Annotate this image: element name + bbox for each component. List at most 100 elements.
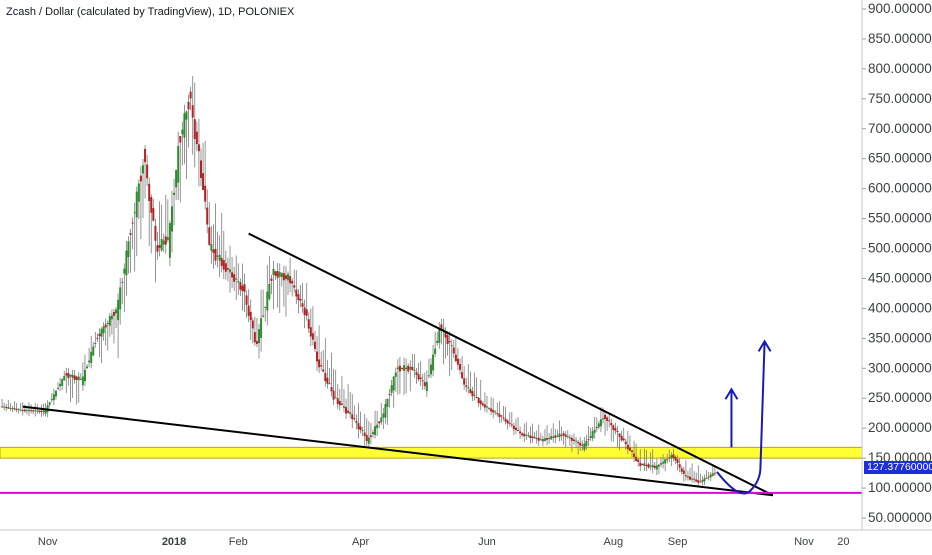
candle-body <box>146 164 149 179</box>
candle-body <box>224 263 227 272</box>
candle-body <box>450 345 453 347</box>
candle-body <box>338 401 341 406</box>
candle-body <box>170 206 173 232</box>
candle-body <box>13 408 16 410</box>
candle-body <box>299 298 302 301</box>
candle-body <box>597 423 600 428</box>
candle-body <box>500 415 503 417</box>
candle-body <box>34 410 37 412</box>
candle-body <box>309 327 312 337</box>
y-tick-label: 50.000000 <box>868 510 932 525</box>
candle-body <box>52 394 55 401</box>
candle-body <box>680 468 683 472</box>
candle-body <box>347 410 350 413</box>
candle-body <box>413 370 416 372</box>
candle-body <box>512 425 515 430</box>
y-tick-label: 650.000000 <box>868 151 932 166</box>
candle-body <box>440 324 443 329</box>
overlays <box>0 232 862 497</box>
candle-body <box>575 440 578 442</box>
candle-body <box>566 436 569 438</box>
candle-body <box>436 340 439 343</box>
candle-body <box>473 394 476 396</box>
candle-body <box>96 337 99 339</box>
candle-body <box>164 236 167 245</box>
candle-body <box>301 303 304 307</box>
candle-body <box>407 365 410 372</box>
candle-body <box>191 105 194 118</box>
candle-body <box>166 237 169 240</box>
candle-body <box>398 365 401 372</box>
candle-body <box>21 410 24 412</box>
candle-body <box>560 434 563 436</box>
candle-body <box>32 410 35 412</box>
candle-body <box>384 404 387 418</box>
candle-body <box>380 417 383 423</box>
candle-body <box>537 437 540 441</box>
candle-body <box>144 148 147 163</box>
candle-body <box>365 435 368 442</box>
candle-body <box>40 410 43 412</box>
candle-body <box>117 299 120 321</box>
candle-body <box>506 420 509 424</box>
candle-body <box>527 435 530 437</box>
candle-body <box>197 144 200 152</box>
candle-body <box>430 364 432 375</box>
candle-body <box>641 464 644 466</box>
candle-body <box>320 365 323 367</box>
zone-band <box>0 446 863 459</box>
candle-body <box>442 328 445 330</box>
candle-body <box>382 413 385 418</box>
candle-body <box>168 223 171 258</box>
candle-body <box>23 409 26 412</box>
candle-body <box>83 369 86 382</box>
candle-body <box>454 354 457 362</box>
candle-body <box>241 285 244 291</box>
candle-body <box>272 268 275 276</box>
candle-body <box>291 280 294 284</box>
candle-body <box>110 315 113 320</box>
candle-body <box>30 410 33 412</box>
candle-body <box>415 372 418 375</box>
candle-body <box>229 269 232 273</box>
candle-body <box>247 305 250 316</box>
candle-body <box>173 192 176 195</box>
y-tick-label: 200.000000 <box>868 420 932 435</box>
y-tick-label: 750.000000 <box>868 91 932 106</box>
candle-body <box>131 222 134 224</box>
candle-body <box>483 404 486 408</box>
candle-body <box>539 439 542 441</box>
candle-body <box>150 197 153 213</box>
candle-body <box>601 418 604 420</box>
candle-body <box>71 374 74 378</box>
candle-body <box>577 441 580 444</box>
candle-body <box>195 131 198 145</box>
candle-body <box>112 312 115 316</box>
x-tick-label: Nov <box>38 536 58 548</box>
candle-body <box>353 418 356 420</box>
candle-body <box>3 406 6 408</box>
candle-body <box>396 367 399 370</box>
candle-body <box>1 406 4 408</box>
candle-body <box>622 438 625 441</box>
candle-body <box>231 272 234 278</box>
y-tick-label: 900.000000 <box>868 1 932 16</box>
candle-body <box>295 289 298 297</box>
candle-body <box>61 379 64 386</box>
candle-body <box>502 417 505 419</box>
candle-body <box>546 438 549 440</box>
candle-body <box>181 129 184 135</box>
candle-body <box>452 347 455 354</box>
candle-body <box>266 291 269 311</box>
x-tick-label: Apr <box>352 536 369 548</box>
candle-body <box>67 372 70 378</box>
candle-body <box>535 438 538 440</box>
candle-body <box>104 324 107 328</box>
candle-body <box>386 398 389 407</box>
candle-body <box>137 183 140 202</box>
candle-body <box>36 410 39 412</box>
candle-body <box>390 385 393 393</box>
candle-body <box>92 346 95 356</box>
candle-body <box>481 403 484 406</box>
